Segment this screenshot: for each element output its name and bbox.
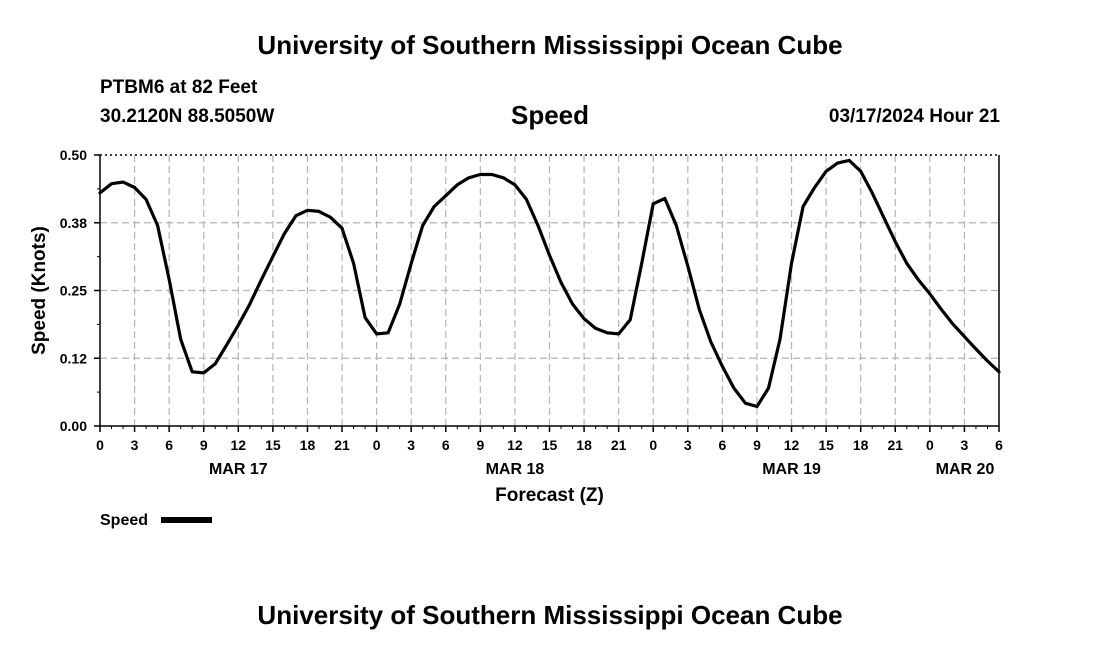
axes-layer [94,154,1000,432]
x-tick-label: 6 [995,437,1003,453]
series-layer [98,158,1001,409]
x-tick-label: 18 [853,437,869,453]
forecast-datetime: 03/17/2024 Hour 21 [828,106,1000,127]
x-tick-label: 12 [784,437,800,453]
x-tick-label: 15 [818,437,834,453]
x-tick-label: 3 [961,437,969,453]
y-tick-label: 0.12 [60,350,87,366]
x-tick-label: 21 [887,437,903,453]
x-axis-label: Forecast (Z) [495,485,604,506]
x-tick-label: 3 [684,437,692,453]
date-label: MAR 20 [936,461,995,478]
x-tick-label: 0 [96,437,104,453]
x-tick-label: 0 [926,437,934,453]
x-tick-label: 21 [611,437,627,453]
x-tick-label: 21 [334,437,350,453]
date-label: MAR 19 [762,461,821,478]
x-tick-label: 6 [165,437,173,453]
y-tick-label: 0.50 [60,147,87,163]
x-tick-label: 15 [265,437,281,453]
x-tick-label: 9 [476,437,484,453]
x-tick-label: 9 [200,437,208,453]
y-tick-label: 0.25 [60,283,87,299]
speed-series-line [98,158,1001,409]
chart-title: Speed [510,100,590,130]
x-tick-label: 3 [407,437,415,453]
station-coords: 30.2120N 88.5050W [100,106,275,127]
x-tick-label: 18 [576,437,592,453]
x-tick-label: 9 [753,437,761,453]
legend-swatch [161,517,212,523]
labels-layer: 0 3 6 9 12 15 18 21 0 3 6 9 12 15 18 21 0 3 6 9 12 15 18 21 0 3 6 0… [29,147,1003,529]
grid-layer [100,155,999,426]
x-tick-label: 3 [131,437,139,453]
x-tick-label: 6 [442,437,450,453]
legend-label: Speed [100,512,148,529]
x-tick-label: 6 [718,437,726,453]
page-title: University of Southern Mississippi Ocean… [257,30,843,60]
y-tick-label: 0.00 [60,418,87,434]
x-tick-label: 12 [507,437,523,453]
x-tick-label: 12 [231,437,247,453]
x-tick-label: 0 [373,437,381,453]
x-tick-label: 15 [542,437,558,453]
station-label: PTBM6 at 82 Feet [100,77,258,98]
date-label: MAR 17 [209,461,268,478]
y-tick-label: 0.38 [60,215,87,231]
date-label: MAR 18 [486,461,545,478]
x-tick-label: 0 [649,437,657,453]
y-axis-label: Speed (Knots) [29,226,50,355]
footer-title: University of Southern Mississippi Ocean… [257,600,843,630]
x-tick-label: 18 [300,437,316,453]
